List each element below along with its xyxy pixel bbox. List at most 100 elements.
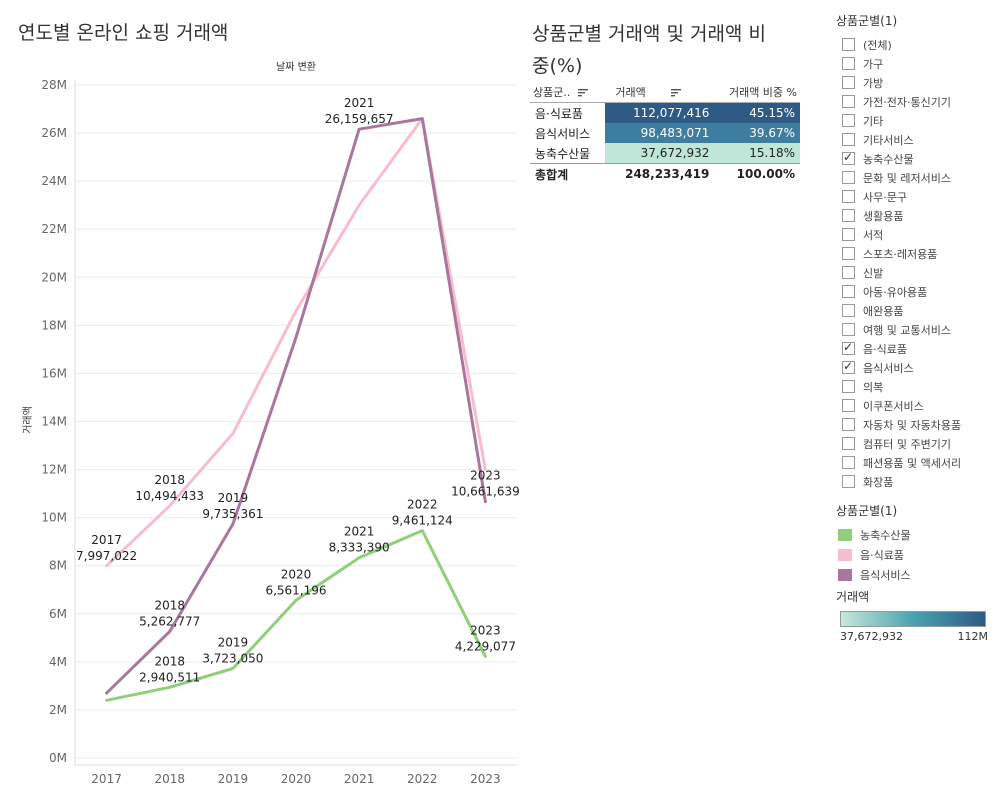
filter-item[interactable]: 음식서비스: [836, 358, 996, 377]
filter-checkbox[interactable]: [842, 399, 855, 412]
legend-item[interactable]: 음식서비스: [836, 565, 996, 585]
header-category[interactable]: 상품군..: [530, 82, 606, 103]
data-label-value: 9,461,124: [392, 514, 453, 528]
filter-checkbox[interactable]: [842, 38, 855, 51]
filter-checkbox[interactable]: [842, 247, 855, 260]
filter-checkbox[interactable]: [842, 114, 855, 127]
filter-item-label: 패션용품 및 액세서리: [863, 456, 962, 470]
data-label-value: 2,940,511: [139, 670, 200, 684]
y-tick-label: 16M: [41, 366, 67, 380]
filter-checkbox[interactable]: [842, 95, 855, 108]
filter-item[interactable]: 기타: [836, 111, 996, 130]
filter-item-label: 가전·전자·통신기기: [863, 95, 951, 109]
header-amount[interactable]: 거래액: [605, 82, 715, 103]
filter-item[interactable]: 아동·유아용품: [836, 282, 996, 301]
filter-item[interactable]: 신발: [836, 263, 996, 282]
filter-title: 상품군별(1): [836, 14, 898, 28]
x-tick-label: 2019: [218, 772, 249, 786]
legend-swatch: [838, 529, 852, 541]
filter-checkbox[interactable]: [842, 437, 855, 450]
filter-item[interactable]: 자동차 및 자동차용품: [836, 415, 996, 434]
filter-checkbox[interactable]: [842, 340, 855, 355]
filter-checkbox[interactable]: [842, 475, 855, 488]
header-category-label: 상품군..: [533, 86, 571, 99]
filter-item[interactable]: 사무·문구: [836, 187, 996, 206]
color-legend-categories: 상품군별(1) 농축수산물 음·식료품 음식서비스: [836, 502, 996, 585]
filter-item-label: 음·식료품: [863, 342, 907, 356]
legend-item[interactable]: 농축수산물: [836, 525, 996, 545]
series-line: [105, 117, 487, 695]
sort-icon[interactable]: [671, 89, 682, 97]
filter-item[interactable]: 가구: [836, 54, 996, 73]
filter-checkbox[interactable]: [842, 323, 855, 336]
header-share[interactable]: 거래액 비중 %: [714, 82, 800, 103]
data-label-year: 2021: [344, 96, 375, 110]
filter-item[interactable]: 농축수산물: [836, 149, 996, 168]
data-label-year: 2019: [218, 636, 249, 650]
filter-checkbox[interactable]: [842, 171, 855, 184]
filter-checkbox[interactable]: [842, 228, 855, 241]
filter-checkbox[interactable]: [842, 418, 855, 431]
filter-item-label: 문화 및 레저서비스: [863, 171, 951, 185]
table-row[interactable]: 음식서비스 98,483,071 39.67%: [530, 123, 800, 143]
data-label-year: 2023: [470, 469, 501, 483]
filter-checkbox[interactable]: [842, 266, 855, 279]
y-tick-label: 24M: [41, 174, 67, 188]
filter-item[interactable]: 음·식료품: [836, 339, 996, 358]
filter-checkbox[interactable]: [842, 76, 855, 89]
filter-checkbox[interactable]: [842, 304, 855, 317]
y-tick-label: 2M: [49, 703, 67, 717]
cell-share: 39.67%: [714, 123, 800, 143]
line-chart: 0M 2M 4M 6M 8M 10M 12M 14M 16M 18M 20M 22M 24M 26M 28M…: [22, 61, 520, 786]
x-tick-label: 2020: [281, 772, 312, 786]
filter-item[interactable]: 생활용품: [836, 206, 996, 225]
filter-item[interactable]: 애완용품: [836, 301, 996, 320]
x-tick-label: 2023: [470, 772, 501, 786]
filter-checkbox[interactable]: [842, 209, 855, 222]
filter-item-label: 가구: [863, 57, 884, 71]
cell-category: 농축수산물: [535, 146, 591, 161]
filter-item[interactable]: 가전·전자·통신기기: [836, 92, 996, 111]
cell-category: 음식서비스: [535, 126, 591, 141]
gradient-min-label: 37,672,932: [840, 630, 903, 643]
filter-item[interactable]: 서적: [836, 225, 996, 244]
filter-item[interactable]: 컴퓨터 및 주변기기: [836, 434, 996, 453]
legend-list: 농축수산물 음·식료품 음식서비스: [836, 525, 996, 585]
filter-item[interactable]: (전체): [836, 35, 996, 54]
filter-checkbox[interactable]: [842, 456, 855, 469]
y-tick-label: 0M: [49, 751, 67, 765]
filter-item[interactable]: 이쿠폰서비스: [836, 396, 996, 415]
sort-icon[interactable]: [577, 89, 588, 97]
filter-checkbox[interactable]: [842, 190, 855, 203]
data-label-year: 2018: [154, 654, 185, 668]
filter-item[interactable]: 문화 및 레저서비스: [836, 168, 996, 187]
table-row[interactable]: 음·식료품 112,077,416 45.15%: [530, 102, 800, 123]
filter-checkbox[interactable]: [842, 285, 855, 298]
filter-item[interactable]: 스포츠·레저용품: [836, 244, 996, 263]
filter-checkbox[interactable]: [842, 133, 855, 146]
filter-checkbox[interactable]: [842, 57, 855, 70]
x-tick-label: 2022: [407, 772, 438, 786]
filter-item[interactable]: 패션용품 및 액세서리: [836, 453, 996, 472]
data-label-value: 9,735,361: [202, 507, 263, 521]
cell-amount: 112,077,416: [605, 102, 715, 123]
filter-checkbox[interactable]: [842, 380, 855, 393]
table-title: 상품군별 거래액 및 거래액 비중(%): [532, 23, 766, 77]
filter-item[interactable]: 기타서비스: [836, 130, 996, 149]
filter-item[interactable]: 여행 및 교통서비스: [836, 320, 996, 339]
legend-item[interactable]: 음·식료품: [836, 545, 996, 565]
amount-color-legend: 거래액 37,672,932 112M: [836, 588, 996, 643]
filter-item-label: 의복: [863, 380, 884, 394]
filter-checkbox[interactable]: [842, 150, 855, 165]
cell-amount: 37,672,932: [605, 143, 715, 164]
filter-item[interactable]: 화장품: [836, 472, 996, 491]
filter-item-label: 컴퓨터 및 주변기기: [863, 437, 951, 451]
legend-swatch: [838, 569, 852, 581]
data-label-year: 2018: [154, 599, 185, 613]
filter-item-label: 이쿠폰서비스: [863, 399, 924, 413]
filter-item[interactable]: 가방: [836, 73, 996, 92]
filter-item[interactable]: 의복: [836, 377, 996, 396]
table-row[interactable]: 농축수산물 37,672,932 15.18%: [530, 143, 800, 164]
filter-item-label: 사무·문구: [863, 190, 907, 204]
filter-checkbox[interactable]: [842, 359, 855, 374]
